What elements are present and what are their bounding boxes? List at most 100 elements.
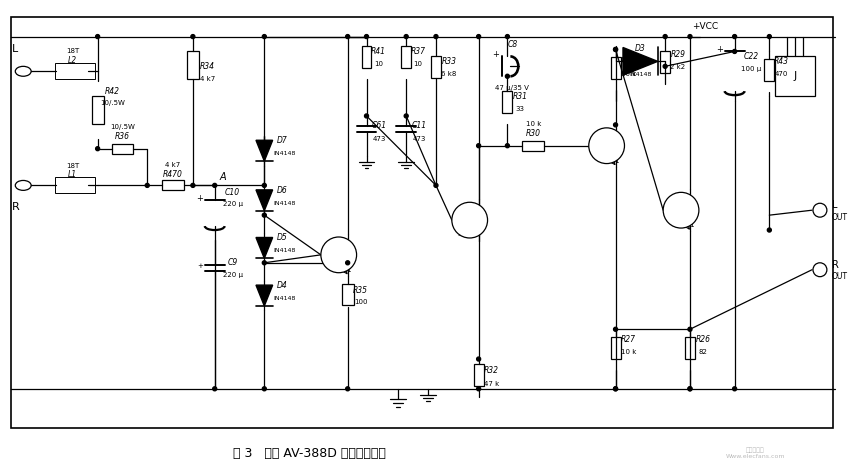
Circle shape xyxy=(405,114,408,118)
Circle shape xyxy=(346,387,349,391)
Text: OUT: OUT xyxy=(832,272,847,281)
Text: C22: C22 xyxy=(744,52,759,61)
Circle shape xyxy=(365,114,369,118)
Circle shape xyxy=(477,144,480,148)
Text: Q14: Q14 xyxy=(459,219,474,228)
Circle shape xyxy=(589,128,625,164)
Bar xyxy=(473,364,484,386)
Text: R: R xyxy=(832,260,839,270)
Circle shape xyxy=(263,213,266,217)
Bar xyxy=(660,51,670,73)
Text: IN4148: IN4148 xyxy=(273,151,295,156)
Text: 18T: 18T xyxy=(66,162,79,169)
Circle shape xyxy=(477,34,480,39)
Circle shape xyxy=(477,357,480,361)
Bar xyxy=(162,180,184,190)
Circle shape xyxy=(263,184,266,187)
Text: +: + xyxy=(717,45,723,54)
Circle shape xyxy=(614,48,618,51)
Text: D3: D3 xyxy=(635,44,646,53)
Polygon shape xyxy=(256,237,273,258)
Bar xyxy=(401,47,411,68)
Circle shape xyxy=(96,34,99,39)
Circle shape xyxy=(506,74,509,78)
Polygon shape xyxy=(623,48,658,75)
Text: R470: R470 xyxy=(163,170,183,179)
Text: R32: R32 xyxy=(484,366,499,375)
Text: 10: 10 xyxy=(414,61,422,67)
Text: +VCC: +VCC xyxy=(692,22,718,31)
Text: R28: R28 xyxy=(621,57,636,66)
Bar xyxy=(502,91,513,113)
Bar xyxy=(431,57,441,78)
Circle shape xyxy=(614,48,618,51)
Circle shape xyxy=(263,387,266,391)
Circle shape xyxy=(688,34,692,39)
Circle shape xyxy=(434,184,438,187)
Bar xyxy=(55,177,94,194)
Text: +: + xyxy=(197,263,203,269)
Circle shape xyxy=(96,147,99,151)
Text: 100: 100 xyxy=(354,299,367,305)
Text: L: L xyxy=(12,44,19,54)
Text: 33: 33 xyxy=(516,106,524,112)
Circle shape xyxy=(733,34,737,39)
Text: IN4148: IN4148 xyxy=(629,72,652,77)
Circle shape xyxy=(614,123,618,127)
Text: R43: R43 xyxy=(774,57,789,66)
Text: R26: R26 xyxy=(695,335,711,344)
Text: C61: C61 xyxy=(371,121,387,130)
Text: 470: 470 xyxy=(774,71,788,77)
Text: OUT: OUT xyxy=(832,213,847,222)
Circle shape xyxy=(263,261,266,265)
Text: 5401: 5401 xyxy=(458,231,476,237)
Circle shape xyxy=(452,202,488,238)
Circle shape xyxy=(663,193,699,228)
Text: R34: R34 xyxy=(201,62,215,71)
Circle shape xyxy=(688,387,692,391)
Ellipse shape xyxy=(15,180,31,190)
Text: R27: R27 xyxy=(621,335,636,344)
Text: C10: C10 xyxy=(225,188,241,197)
Text: 47 μ/35 V: 47 μ/35 V xyxy=(496,85,530,91)
Text: R35: R35 xyxy=(353,286,368,295)
Circle shape xyxy=(191,184,195,187)
Text: 220 μ: 220 μ xyxy=(223,201,242,207)
Circle shape xyxy=(506,144,509,148)
Bar xyxy=(685,337,695,359)
Bar xyxy=(610,58,620,79)
Text: C9: C9 xyxy=(228,258,238,267)
Text: 6 k8: 6 k8 xyxy=(441,71,456,77)
Circle shape xyxy=(212,387,217,391)
Circle shape xyxy=(614,327,618,331)
Text: +: + xyxy=(492,50,499,59)
Circle shape xyxy=(688,327,692,331)
Circle shape xyxy=(733,387,737,391)
Text: 5551: 5551 xyxy=(603,158,620,164)
Text: D7: D7 xyxy=(277,136,287,145)
Text: D6: D6 xyxy=(277,186,287,195)
Text: 10 k: 10 k xyxy=(525,121,541,127)
Bar xyxy=(610,337,620,359)
Bar xyxy=(775,57,815,96)
Text: C8: C8 xyxy=(507,40,518,49)
Text: 473: 473 xyxy=(372,136,386,142)
Text: 18T: 18T xyxy=(66,49,79,54)
Text: R41: R41 xyxy=(371,47,386,56)
Bar xyxy=(11,17,833,429)
Bar xyxy=(342,284,354,305)
Circle shape xyxy=(688,387,692,391)
Bar xyxy=(522,141,544,151)
Circle shape xyxy=(320,237,357,273)
Text: 10 k: 10 k xyxy=(620,349,636,355)
Circle shape xyxy=(663,34,667,39)
Text: R30: R30 xyxy=(525,129,541,138)
Bar xyxy=(187,51,199,79)
Text: R31: R31 xyxy=(513,92,528,101)
Text: D5: D5 xyxy=(277,234,287,243)
Circle shape xyxy=(212,184,217,187)
Bar xyxy=(55,63,94,79)
Text: D4: D4 xyxy=(277,281,287,290)
Text: L: L xyxy=(832,200,837,210)
Text: 电子发烧友
Www.elecfans.com: 电子发烧友 Www.elecfans.com xyxy=(726,447,785,459)
